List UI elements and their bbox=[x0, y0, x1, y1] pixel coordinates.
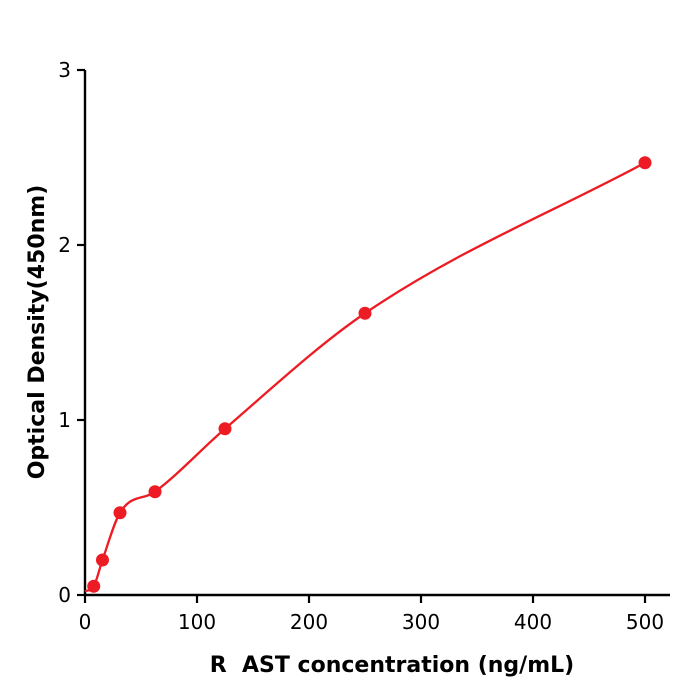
data-point bbox=[638, 156, 652, 170]
axes bbox=[83, 70, 670, 597]
data-point bbox=[358, 306, 372, 320]
data-point bbox=[87, 579, 101, 593]
y-tick-label: 2 bbox=[58, 233, 71, 257]
x-tick-label: 400 bbox=[514, 610, 552, 634]
x-tick-label: 200 bbox=[290, 610, 328, 634]
tick-marks: 0 100 200 300 400 500 0 1 2 3 bbox=[58, 58, 664, 634]
x-tick-label: 100 bbox=[178, 610, 216, 634]
data-point bbox=[113, 506, 127, 520]
x-axis-title: R AST concentration (ng/mL) bbox=[210, 653, 574, 678]
x-tick-label: 300 bbox=[402, 610, 440, 634]
data-series bbox=[84, 156, 652, 593]
y-tick-label: 1 bbox=[58, 408, 71, 432]
data-point bbox=[95, 553, 109, 567]
y-axis-title: Optical Density(450nm) bbox=[25, 185, 50, 480]
data-point bbox=[218, 422, 232, 436]
data-point bbox=[148, 485, 162, 499]
x-tick-label: 500 bbox=[626, 610, 664, 634]
x-tick-label: 0 bbox=[79, 610, 92, 634]
fitted-curve bbox=[84, 161, 646, 593]
y-tick-label: 3 bbox=[58, 58, 71, 82]
y-tick-label: 0 bbox=[58, 583, 71, 607]
